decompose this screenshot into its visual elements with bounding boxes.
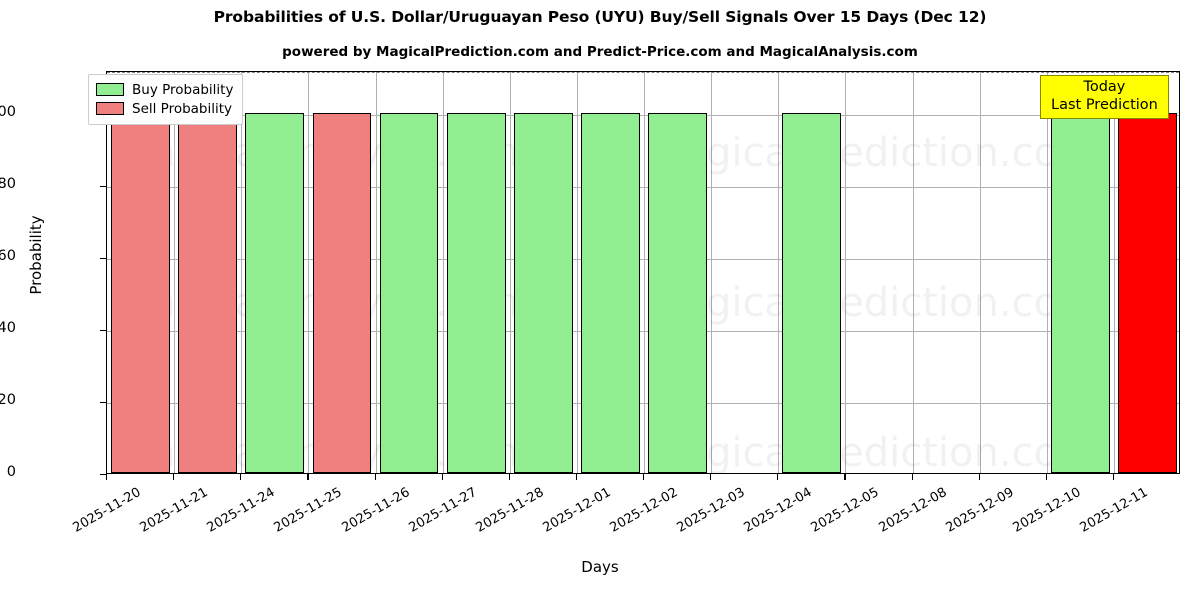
- legend-swatch-icon: [96, 102, 124, 115]
- x-axis-tick-mark: [374, 474, 376, 480]
- bar: [782, 113, 842, 473]
- gridline-x-9: [711, 72, 712, 473]
- gridline-x-6: [510, 72, 511, 473]
- chart-subtitle: powered by MagicalPrediction.com and Pre…: [282, 44, 918, 60]
- bar: [1050, 113, 1110, 473]
- y-axis-tick-mark: [100, 474, 106, 476]
- x-axis-tick-mark: [710, 474, 712, 480]
- y-axis-tick-mark: [100, 186, 106, 188]
- today-annotation-line2: Last Prediction: [1051, 96, 1158, 113]
- gridline-x-1: [174, 72, 175, 473]
- gridline-y-100: [107, 115, 1179, 117]
- gridline-x-8: [644, 72, 645, 473]
- gridline-x-7: [577, 72, 578, 473]
- y-axis-tick-label: 20: [0, 392, 16, 409]
- bar: [111, 113, 170, 473]
- x-axis-tick-mark: [575, 474, 578, 480]
- x-axis-tick-mark: [240, 474, 242, 480]
- bar: [446, 113, 506, 473]
- bar: [178, 113, 238, 473]
- gridline-y-60: [107, 259, 1179, 261]
- y-axis-label: Probability: [27, 215, 45, 295]
- x-axis-tick-mark: [307, 474, 309, 480]
- x-axis-tick-mark: [173, 474, 175, 480]
- x-axis-tick-mark: [1112, 474, 1115, 480]
- y-axis-tick-label: 100: [0, 104, 16, 121]
- x-axis-label: Days: [581, 558, 619, 576]
- bar: [581, 113, 640, 473]
- legend-item: Buy Probability: [96, 80, 233, 99]
- today-annotation-line1: Today: [1083, 79, 1126, 95]
- legend-label: Buy Probability: [132, 81, 234, 98]
- x-axis-tick-mark: [911, 474, 913, 480]
- x-axis-tick-mark: [508, 474, 510, 480]
- bar: [245, 113, 305, 473]
- y-axis-tick-label: 60: [0, 248, 16, 265]
- x-axis-tick-mark: [978, 474, 980, 480]
- bar: [513, 113, 573, 473]
- gridline-x-11: [845, 72, 846, 473]
- y-axis-tick-mark: [100, 258, 106, 260]
- gridline-x-4: [376, 72, 377, 473]
- y-axis-tick-label: 40: [0, 320, 16, 337]
- gridline-x-12: [913, 72, 914, 473]
- legend-swatch-icon: [96, 83, 124, 96]
- gridline-x-3: [308, 72, 309, 473]
- bar-series: [107, 72, 1179, 473]
- x-axis-tick-mark: [106, 474, 108, 480]
- bar: [648, 113, 707, 473]
- gridline-x-5: [443, 72, 444, 473]
- y-axis-tick-mark: [100, 330, 106, 332]
- bar-today: [1118, 113, 1177, 473]
- y-axis-tick-label: 0: [6, 464, 16, 480]
- x-axis-tick-mark: [643, 474, 645, 480]
- gridline-x-15: [1114, 72, 1115, 473]
- x-axis-tick-mark: [441, 474, 443, 480]
- gridline-x-14: [1047, 72, 1048, 473]
- y-axis-tick-mark: [100, 402, 106, 404]
- x-axis-tick-mark: [844, 474, 846, 480]
- gridline-y-40: [107, 331, 1179, 333]
- chart-title: Probabilities of U.S. Dollar/Uruguayan P…: [213, 8, 987, 26]
- x-axis-tick-mark: [1045, 474, 1047, 480]
- gridline-y-80: [107, 187, 1179, 189]
- gridline-x-10: [778, 72, 779, 473]
- plot-area: MagicalAnalysis.comMagicalPrediction.com…: [106, 71, 1180, 476]
- gridline-x-13: [980, 72, 981, 473]
- bar: [379, 113, 439, 473]
- y-axis-tick-label: 80: [0, 176, 16, 193]
- gridline-x-2: [241, 72, 242, 473]
- gridline-y-20: [107, 403, 1179, 405]
- legend-label: Sell Probability: [132, 100, 233, 117]
- bar: [312, 113, 372, 473]
- legend-item: Sell Probability: [96, 99, 233, 118]
- chart-legend: Buy Probability Sell Probability: [88, 74, 244, 125]
- today-annotation: Today Last Prediction: [1040, 75, 1169, 120]
- x-axis-tick-mark: [777, 474, 779, 480]
- reference-line: [107, 72, 1179, 73]
